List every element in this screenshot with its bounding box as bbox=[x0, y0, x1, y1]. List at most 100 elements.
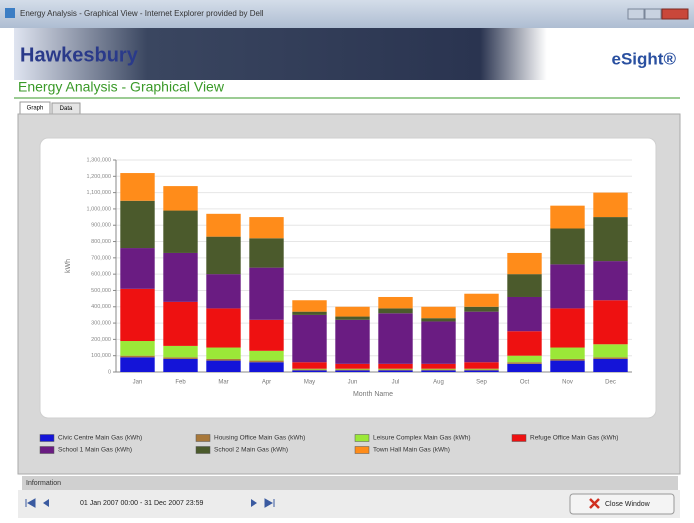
bar-segment bbox=[206, 237, 240, 275]
y-tick-label: 700,000 bbox=[91, 255, 111, 261]
bar-segment bbox=[292, 369, 326, 370]
info-bar bbox=[22, 476, 678, 490]
brand: Hawkesbury bbox=[20, 44, 139, 66]
maximize-button[interactable] bbox=[645, 9, 661, 19]
y-tick-label: 100,000 bbox=[91, 353, 111, 359]
bar-segment bbox=[335, 307, 369, 317]
bar-segment bbox=[378, 369, 412, 370]
bar-segment bbox=[378, 370, 412, 372]
bar-segment bbox=[593, 217, 627, 261]
bar-segment bbox=[550, 264, 584, 308]
bar-segment bbox=[421, 370, 455, 371]
tab-label[interactable]: Data bbox=[60, 106, 73, 112]
bar-segment bbox=[249, 238, 283, 267]
y-tick-label: 0 bbox=[108, 369, 111, 375]
y-tick-label: 500,000 bbox=[91, 288, 111, 294]
bar-segment bbox=[249, 361, 283, 363]
y-tick-label: 600,000 bbox=[91, 272, 111, 278]
close-button[interactable] bbox=[662, 9, 688, 19]
bar-segment bbox=[507, 331, 541, 355]
tab-label[interactable]: Graph bbox=[27, 106, 44, 112]
legend-swatch bbox=[355, 435, 369, 442]
x-tick-label: Jun bbox=[348, 380, 358, 386]
bar-segment bbox=[249, 351, 283, 361]
bar-segment bbox=[163, 186, 197, 210]
legend-label: School 1 Main Gas (kWh) bbox=[58, 447, 132, 454]
bar-segment bbox=[163, 346, 197, 357]
bar-segment bbox=[292, 312, 326, 315]
bar-segment bbox=[550, 228, 584, 264]
legend-label: Housing Office Main Gas (kWh) bbox=[214, 435, 305, 442]
bar-segment bbox=[464, 369, 498, 370]
minimize-button[interactable] bbox=[628, 9, 644, 19]
bar-segment bbox=[464, 307, 498, 312]
date-range: 01 Jan 2007 00:00 - 31 Dec 2007 23:59 bbox=[80, 500, 203, 507]
bar-segment bbox=[206, 308, 240, 347]
legend-label: Refuge Office Main Gas (kWh) bbox=[530, 435, 618, 442]
window-title: Energy Analysis - Graphical View - Inter… bbox=[20, 9, 264, 18]
ie-icon bbox=[5, 8, 15, 18]
bar-segment bbox=[378, 364, 412, 369]
page-title: Energy Analysis - Graphical View bbox=[18, 79, 225, 95]
bar-segment bbox=[421, 318, 455, 321]
bar-segment bbox=[550, 361, 584, 372]
legend-swatch bbox=[512, 435, 526, 442]
bar-segment bbox=[421, 364, 455, 369]
y-tick-label: 800,000 bbox=[91, 239, 111, 245]
bar-segment bbox=[249, 362, 283, 372]
bar-segment bbox=[421, 307, 455, 318]
legend-swatch bbox=[40, 447, 54, 454]
x-tick-label: Dec bbox=[605, 380, 616, 386]
x-tick-label: Oct bbox=[520, 380, 530, 386]
bar-segment bbox=[163, 302, 197, 346]
product-name: eSight® bbox=[612, 49, 677, 68]
bar-segment bbox=[120, 357, 154, 372]
x-tick-label: Feb bbox=[175, 380, 186, 386]
bar-segment bbox=[335, 370, 369, 371]
y-axis-title: kWh bbox=[65, 259, 72, 273]
x-tick-label: Nov bbox=[562, 380, 573, 386]
bar-segment bbox=[163, 359, 197, 372]
legend-swatch bbox=[40, 435, 54, 442]
legend-label: Civic Centre Main Gas (kWh) bbox=[58, 435, 142, 442]
legend-label: Leisure Complex Main Gas (kWh) bbox=[373, 435, 471, 442]
bar-segment bbox=[464, 312, 498, 363]
y-tick-label: 200,000 bbox=[91, 337, 111, 343]
legend-swatch bbox=[196, 447, 210, 454]
bar-segment bbox=[335, 369, 369, 370]
bar-segment bbox=[550, 308, 584, 347]
x-tick-label: Sep bbox=[476, 380, 487, 386]
legend-swatch bbox=[355, 447, 369, 454]
bar-segment bbox=[206, 348, 240, 359]
bar-segment bbox=[120, 201, 154, 248]
bar-segment bbox=[206, 361, 240, 372]
y-tick-label: 1,100,000 bbox=[87, 190, 111, 196]
bar-segment bbox=[206, 359, 240, 361]
bar-segment bbox=[507, 356, 541, 363]
x-axis-title: Month Name bbox=[353, 391, 393, 398]
y-tick-label: 1,000,000 bbox=[87, 206, 111, 212]
screen: Energy Analysis - Graphical View - Inter… bbox=[0, 0, 694, 518]
bar-segment bbox=[421, 370, 455, 372]
y-tick-label: 400,000 bbox=[91, 304, 111, 310]
bar-segment bbox=[507, 253, 541, 274]
x-tick-label: Jul bbox=[392, 380, 400, 386]
bar-segment bbox=[292, 362, 326, 369]
bar-segment bbox=[550, 348, 584, 359]
legend-label: School 2 Main Gas (kWh) bbox=[214, 447, 288, 454]
close-window-label[interactable]: Close Window bbox=[605, 501, 651, 508]
x-tick-label: Mar bbox=[218, 380, 228, 386]
bar-segment bbox=[593, 344, 627, 357]
bar-segment bbox=[507, 362, 541, 364]
x-tick-label: May bbox=[304, 380, 315, 386]
bar-segment bbox=[507, 297, 541, 331]
legend-label: Town Hall Main Gas (kWh) bbox=[373, 447, 450, 454]
bar-segment bbox=[378, 370, 412, 371]
bar-segment bbox=[421, 369, 455, 370]
bar-segment bbox=[292, 315, 326, 362]
bar-segment bbox=[593, 193, 627, 217]
bar-segment bbox=[464, 370, 498, 371]
bar-segment bbox=[507, 274, 541, 297]
bar-segment bbox=[464, 294, 498, 307]
bar-segment bbox=[335, 320, 369, 364]
